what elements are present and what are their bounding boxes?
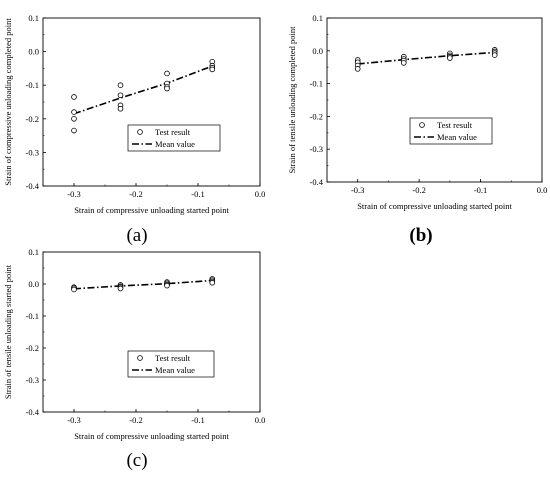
plot-frame	[326, 17, 543, 183]
y-tick-label: -0.2	[310, 111, 323, 121]
test-result-point	[71, 109, 77, 115]
y-axis-title: Strain of tensile unloading started poin…	[3, 264, 13, 399]
test-result-point	[117, 82, 124, 88]
y-tick-label: -0.2	[26, 114, 39, 124]
y-tick-label: 0.0	[28, 47, 39, 57]
mean-value-line	[73, 279, 213, 290]
plot-frame	[42, 251, 261, 413]
y-tick-label: -0.4	[310, 177, 324, 187]
x-tick-label: -0.1	[474, 185, 487, 195]
y-tick-label: 0.1	[312, 13, 323, 23]
y-tick-label: -0.4	[26, 407, 40, 417]
legend-label-test-result: Test result	[155, 127, 191, 137]
legend: Test result Mean value	[409, 117, 493, 145]
x-axis-title: Strain of compressive unloading started …	[74, 431, 229, 441]
mean-value-line	[73, 65, 213, 115]
test-result-point	[400, 60, 407, 66]
x-tick-label: -0.3	[351, 185, 364, 195]
legend: Test result Mean value	[127, 124, 221, 152]
test-result-point	[491, 52, 498, 58]
test-result-point	[164, 282, 170, 289]
plot-frame	[42, 17, 261, 187]
x-tick-label: -0.3	[67, 415, 80, 425]
y-tick-label: 0.0	[28, 279, 39, 289]
x-tick-label: -0.2	[412, 185, 425, 195]
legend-label-mean-value: Mean value	[155, 139, 195, 149]
test-result-point	[71, 286, 77, 293]
x-tick-label: 0.0	[255, 189, 266, 199]
x-tick-label: -0.1	[191, 189, 204, 199]
y-tick-label: -0.4	[26, 181, 40, 191]
y-tick-label: 0.0	[312, 46, 323, 56]
mean-value-line	[357, 51, 495, 65]
panel-label: (a)	[126, 225, 147, 246]
x-tick-label: 0.0	[255, 415, 266, 425]
legend-frame	[409, 117, 493, 145]
y-tick-label: -0.2	[26, 343, 39, 353]
y-tick-label: 0.1	[28, 13, 39, 23]
panel-label: (b)	[409, 225, 432, 246]
test-result-point	[71, 127, 77, 134]
y-tick-label: -0.3	[26, 375, 39, 385]
test-result-point	[71, 116, 77, 122]
x-axis-title: Strain of compressive unloading started …	[357, 201, 512, 211]
x-tick-label: -0.2	[129, 415, 142, 425]
test-result-point	[354, 66, 361, 72]
legend-label-mean-value: Mean value	[437, 132, 477, 142]
y-tick-label: -0.3	[26, 147, 39, 157]
y-tick-label: -0.1	[26, 80, 39, 90]
legend-label-test-result: Test result	[155, 353, 191, 363]
y-tick-label: -0.1	[26, 311, 39, 321]
x-tick-label: -0.3	[67, 189, 80, 199]
y-tick-label: -0.3	[310, 144, 323, 154]
test-result-point	[117, 105, 124, 112]
test-result-point	[117, 92, 124, 99]
legend-frame	[127, 350, 215, 378]
legend-frame	[127, 124, 221, 152]
panel-label: (c)	[126, 450, 147, 471]
y-axis-title: Strain of compressive unloading complete…	[3, 18, 13, 186]
legend: Test result Mean value	[127, 350, 215, 378]
test-result-point	[209, 279, 216, 286]
chart-panel-2: -0.3 -0.2 -0.1 0.0 -0.4 -0.3 -0.2 -0.1 0.0 0.1 Str…	[287, 13, 547, 246]
test-result-point	[164, 70, 170, 77]
x-axis-title: Strain of compressive unloading started …	[74, 205, 229, 215]
test-result-point	[164, 85, 170, 92]
x-tick-label: -0.1	[191, 415, 204, 425]
test-result-point	[71, 94, 77, 100]
legend-circle-marker	[419, 122, 425, 128]
legend-label-test-result: Test result	[437, 120, 473, 130]
legend-label-mean-value: Mean value	[155, 365, 195, 375]
y-tick-label: -0.1	[310, 79, 323, 89]
x-tick-label: -0.2	[129, 189, 142, 199]
chart-panel-1: -0.3 -0.2 -0.1 0.0 -0.4 -0.3 -0.2 -0.1 0.0 0.1 Str…	[3, 13, 265, 246]
test-result-point	[117, 285, 124, 292]
legend-circle-marker	[137, 355, 143, 361]
test-result-point	[209, 66, 216, 73]
y-tick-label: 0.1	[28, 247, 39, 257]
chart-panel-3: -0.3 -0.2 -0.1 0.0 -0.4 -0.3 -0.2 -0.1 0.0 0.1 Str…	[3, 247, 265, 471]
y-axis-title: Strain of tensile unloading completed po…	[287, 26, 297, 174]
legend-circle-marker	[137, 129, 143, 135]
x-tick-label: 0.0	[537, 185, 548, 195]
test-result-point	[447, 55, 453, 61]
